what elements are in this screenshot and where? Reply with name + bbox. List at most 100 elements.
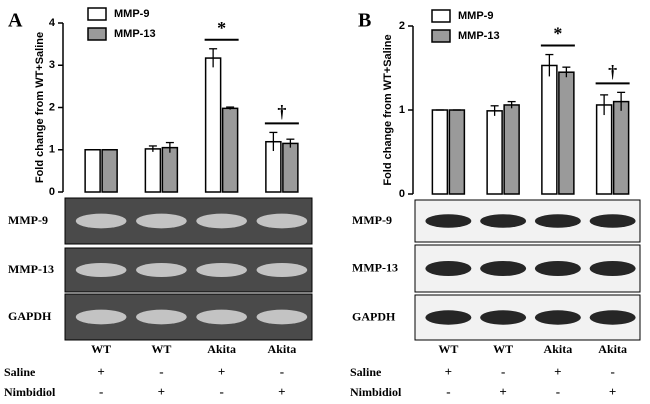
x-category-label: Akita — [598, 342, 627, 356]
blot-band — [196, 309, 247, 325]
bar — [84, 149, 101, 193]
blot-band — [425, 214, 472, 228]
blot-band — [196, 262, 247, 278]
x-category-label: Akita — [207, 342, 236, 356]
bar — [282, 142, 299, 193]
blot-row-label: MMP-13 — [8, 262, 54, 276]
significance-mark: * — [553, 24, 562, 44]
blot-band — [480, 310, 527, 325]
bar — [204, 57, 222, 193]
blot-band — [480, 214, 527, 228]
y-tick-label: 1 — [49, 144, 55, 156]
treatment-mark: + — [97, 364, 104, 379]
blot-row-label: MMP-9 — [8, 213, 48, 227]
error-bar — [490, 105, 499, 116]
blot-band — [136, 262, 187, 278]
y-axis-label: Fold change from WT+Saline — [34, 32, 46, 183]
treatment-mark: - — [159, 364, 163, 379]
error-bar — [286, 138, 295, 148]
blot-band — [75, 309, 127, 325]
y-tick-label: 0 — [399, 188, 405, 200]
bar — [612, 100, 630, 195]
bar — [486, 110, 503, 195]
legend-swatch — [431, 29, 451, 43]
blot-row-label: MMP-9 — [352, 213, 392, 227]
legend-swatch — [87, 27, 107, 41]
blot-band — [136, 309, 187, 325]
treatment-mark: - — [219, 384, 223, 399]
treatment-name: Nimbidiol — [350, 385, 402, 399]
blot-band — [534, 214, 581, 228]
treatment-mark: - — [99, 384, 103, 399]
error-bar — [226, 106, 235, 110]
error-bar — [165, 141, 174, 153]
blot-band — [256, 213, 308, 229]
bar — [558, 71, 575, 195]
treatment-mark: + — [609, 384, 616, 399]
y-tick-label: 2 — [49, 101, 55, 113]
x-category-label: Akita — [544, 342, 573, 356]
legend-label: MMP-13 — [458, 30, 500, 42]
error-bar — [209, 48, 218, 68]
blot-band — [534, 260, 581, 277]
y-axis-label: Fold change from WT+Saline — [382, 34, 394, 185]
y-tick-label: 2 — [399, 20, 405, 32]
blot-band — [589, 260, 636, 277]
legend-swatch — [87, 7, 107, 21]
blot-band — [136, 213, 187, 229]
error-bar — [545, 53, 554, 77]
error-bar — [507, 100, 516, 109]
treatment-mark: - — [446, 384, 450, 399]
bar — [448, 109, 466, 195]
error-bar — [269, 131, 278, 152]
blot-band — [425, 310, 472, 325]
legend-swatch — [431, 9, 451, 23]
treatment-name: Saline — [350, 365, 382, 379]
blot-band — [75, 262, 127, 278]
blot-row-label: GAPDH — [352, 309, 396, 323]
panel-label: A — [8, 10, 23, 32]
y-tick-label: 1 — [399, 104, 405, 116]
blot-row-label: GAPDH — [8, 309, 52, 323]
panel-label: B — [358, 10, 371, 32]
error-bar — [600, 94, 609, 116]
error-bar — [617, 91, 626, 111]
x-category-label: WT — [493, 342, 513, 356]
treatment-mark: + — [445, 364, 452, 379]
blot-band — [589, 310, 636, 325]
significance-mark: † — [608, 61, 617, 81]
treatment-mark: - — [610, 364, 614, 379]
bar — [221, 107, 239, 193]
bar — [541, 64, 558, 195]
blot-band — [196, 213, 247, 229]
x-category-label: Akita — [268, 342, 297, 356]
error-bar — [148, 145, 157, 152]
legend-label: MMP-9 — [458, 10, 493, 22]
treatment-mark: + — [278, 384, 285, 399]
error-bar — [562, 66, 571, 78]
treatment-mark: + — [499, 384, 506, 399]
bar — [101, 149, 118, 193]
blot-band — [256, 309, 308, 325]
blot-band — [75, 213, 127, 229]
treatment-mark: - — [556, 384, 560, 399]
treatment-mark: + — [554, 364, 561, 379]
legend-label: MMP-13 — [114, 28, 156, 40]
significance-mark: † — [277, 102, 286, 122]
y-tick-label: 0 — [49, 186, 55, 198]
x-category-label: WT — [438, 342, 458, 356]
bar — [431, 109, 449, 195]
blot-band — [256, 262, 308, 278]
y-tick-label: 4 — [49, 17, 56, 29]
significance-mark: * — [217, 18, 226, 38]
treatment-mark: + — [218, 364, 225, 379]
x-category-label: WT — [151, 342, 171, 356]
bar — [503, 104, 520, 195]
treatment-mark: - — [280, 364, 284, 379]
legend-label: MMP-9 — [114, 8, 149, 20]
treatment-name: Nimbidiol — [4, 385, 56, 399]
treatment-name: Saline — [4, 365, 36, 379]
blot-band — [534, 310, 581, 325]
treatment-mark: - — [501, 364, 505, 379]
